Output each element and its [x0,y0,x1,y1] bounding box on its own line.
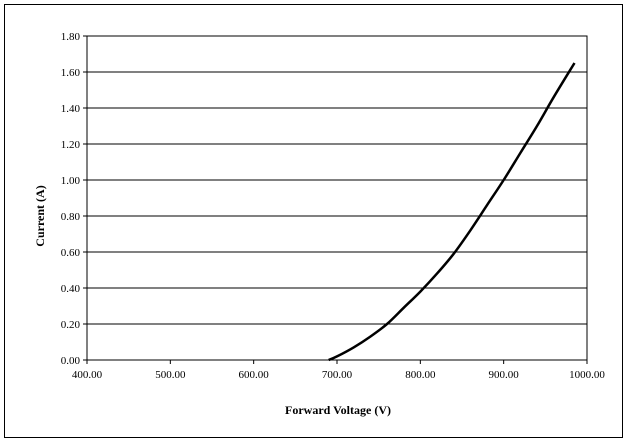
y-tick-label: 0.80 [61,211,81,223]
x-tick-label: 1000.00 [569,369,605,381]
x-axis-title: Forward Voltage (V) [285,403,391,417]
plot-area-border [86,35,588,361]
x-tick-label: 400.00 [72,369,103,381]
chart-frame [4,4,623,438]
y-tick-label: 1.40 [61,103,81,115]
y-tick-label: 1.00 [61,175,81,187]
x-tick-label: 700.00 [322,369,353,381]
y-tick-label: 1.20 [61,139,81,151]
y-tick-label: 1.80 [61,31,81,43]
y-tick-labels: 0.00 0.20 0.40 0.60 0.80 1.00 1.20 1.40 1.60 1.80 [61,31,81,367]
y-tick-label: 0.00 [61,355,81,367]
x-tick-label: 900.00 [489,369,520,381]
y-axis-title: Current (A) [33,185,47,246]
y-tick-label: 1.60 [61,67,81,79]
y-tick-label: 0.20 [61,319,81,331]
y-tick-label: 0.40 [61,283,81,295]
y-tick-label: 0.60 [61,247,81,259]
axes [83,35,588,364]
series-layer [328,62,576,362]
x-tick-label: 800.00 [405,369,436,381]
x-tick-labels: 400.00 500.00 600.00 700.00 800.00 900.00 1000… [72,369,606,381]
x-tick-label: 600.00 [239,369,270,381]
grid-lines [87,35,587,325]
x-tick-label: 500.00 [155,369,186,381]
series-line-0 [328,62,576,362]
